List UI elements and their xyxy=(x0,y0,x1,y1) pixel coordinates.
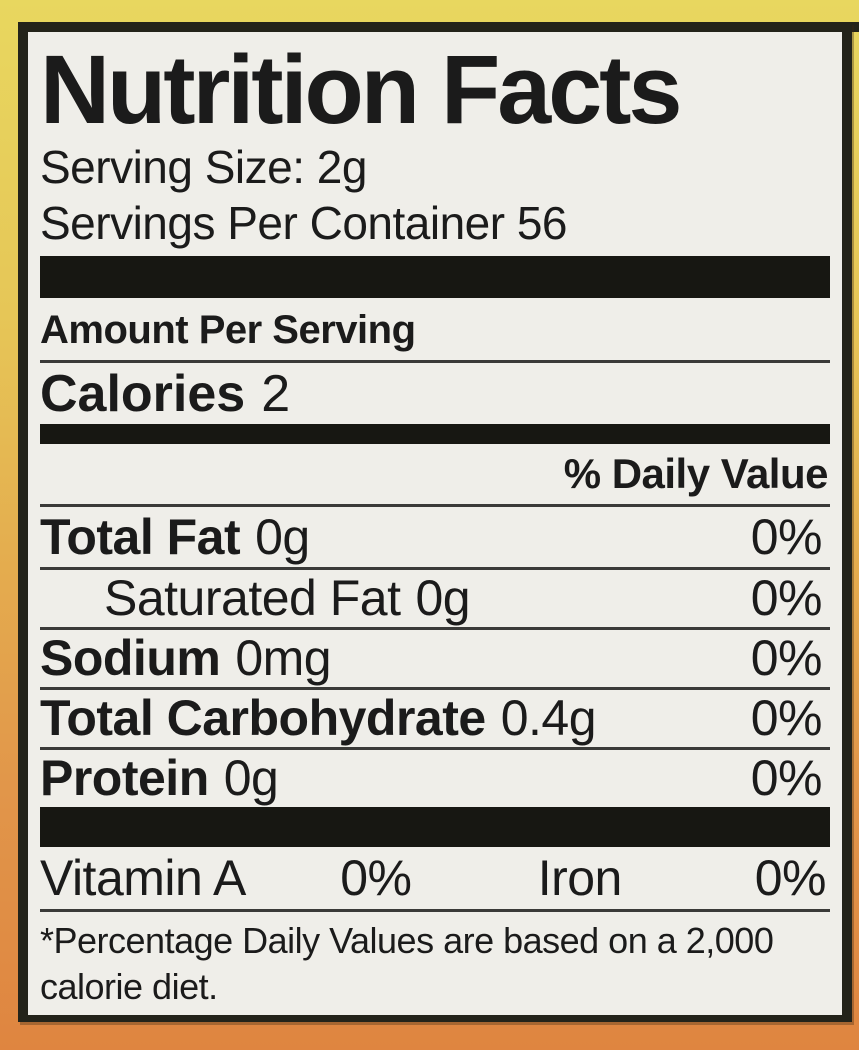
nutrient-name: Saturated Fat xyxy=(104,570,401,627)
nutrient-amount: 0g xyxy=(223,750,279,807)
daily-value-header: % Daily Value xyxy=(563,449,829,497)
nutrient-name: Total Fat xyxy=(40,508,241,565)
separator-line xyxy=(40,360,830,364)
nutrient-amount: 0g xyxy=(415,570,471,627)
footnote-line-2: calorie diet. xyxy=(40,965,218,1007)
serving-info: Serving Size: 2g Servings Per Container … xyxy=(40,140,830,251)
medium-divider-bar xyxy=(40,423,830,444)
nutrient-row-total-fat: Total Fat 0g 0% xyxy=(40,507,830,567)
servings-per-container-text: Servings Per Container 56 xyxy=(40,196,568,249)
separator-line xyxy=(40,503,830,507)
nutrient-daily-value: 0% xyxy=(750,508,823,565)
vitamin-a-label: Vitamin A xyxy=(40,849,246,906)
nutrition-facts-title: Nutrition Facts xyxy=(40,35,682,144)
nutrient-daily-value: 0% xyxy=(750,750,823,807)
calories-label: Calories xyxy=(40,365,246,424)
nutrient-name: Protein xyxy=(40,750,209,807)
nutrient-amount: 0.4g xyxy=(500,690,597,747)
thick-divider-bar-bottom xyxy=(40,806,830,847)
calories-row: Calories 2 xyxy=(40,363,830,424)
nutrient-row-total-carbohydrate: Total Carbohydrate 0.4g 0% xyxy=(40,686,830,747)
daily-value-footnote: *Percentage Daily Values are based on a … xyxy=(40,918,830,1009)
iron-label: Iron xyxy=(537,849,623,906)
footnote-line-1: *Percentage Daily Values are based on a … xyxy=(40,919,774,961)
thick-divider-bar-top xyxy=(40,256,830,299)
amount-per-serving-heading: Amount Per Serving xyxy=(40,308,416,353)
serving-size-text: Serving Size: 2g xyxy=(40,141,367,194)
nutrient-daily-value: 0% xyxy=(750,570,823,627)
micronutrient-row: Vitamin A 0% Iron 0% xyxy=(40,847,830,909)
nutrient-amount: 0mg xyxy=(235,630,332,687)
iron-value: 0% xyxy=(754,849,827,906)
nutrient-name: Total Carbohydrate xyxy=(40,690,486,747)
nutrient-amount: 0g xyxy=(255,508,310,565)
separator-line xyxy=(40,908,830,912)
nutrient-daily-value: 0% xyxy=(750,630,823,687)
vitamin-a-value: 0% xyxy=(340,849,412,906)
nutrient-daily-value: 0% xyxy=(750,690,823,747)
nutrient-name: Sodium xyxy=(40,630,221,687)
nutrient-row-saturated-fat: Saturated Fat 0g 0% xyxy=(40,566,830,627)
nutrient-row-sodium: Sodium 0mg 0% xyxy=(40,626,830,687)
nutrient-row-protein: Protein 0g 0% xyxy=(40,746,830,807)
calories-value: 2 xyxy=(261,365,291,424)
nutrition-facts-label: Nutrition Facts Serving Size: 2g Serving… xyxy=(18,22,852,1022)
